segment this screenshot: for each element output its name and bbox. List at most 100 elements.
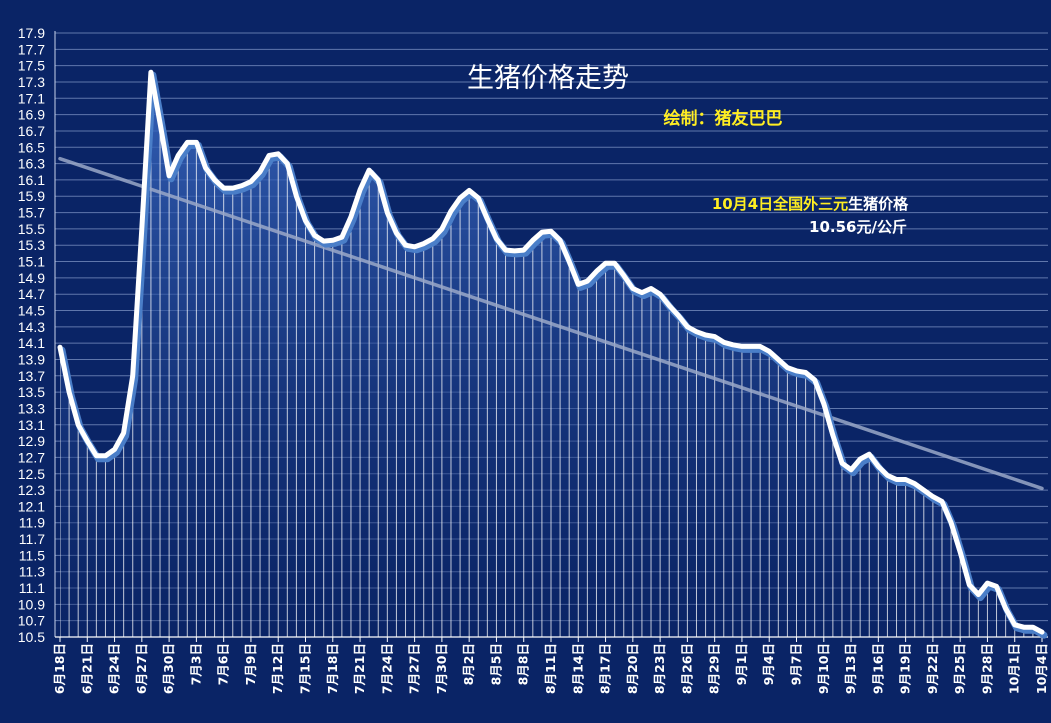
- data-point: [995, 585, 998, 588]
- x-tick-label: 9月7日: [789, 643, 804, 685]
- data-point: [850, 468, 853, 471]
- data-point: [750, 345, 753, 348]
- data-point: [695, 330, 698, 333]
- data-point: [259, 170, 262, 173]
- y-tick-label: 11.3: [19, 564, 45, 580]
- y-tick-label: 12.9: [18, 433, 45, 449]
- data-point: [595, 270, 598, 273]
- data-point: [277, 152, 280, 155]
- data-point: [140, 227, 143, 230]
- y-tick-label: 13.9: [18, 351, 45, 367]
- data-point: [568, 260, 571, 263]
- data-point: [877, 465, 880, 468]
- x-tick-label: 9月13日: [843, 643, 858, 694]
- data-point: [331, 239, 334, 242]
- data-point: [731, 343, 734, 346]
- data-point: [177, 154, 180, 157]
- data-point: [1013, 623, 1016, 626]
- x-tick-label: 6月21日: [79, 643, 94, 694]
- data-point: [395, 231, 398, 234]
- data-point: [640, 291, 643, 294]
- data-point: [159, 121, 162, 124]
- data-point: [550, 230, 553, 233]
- data-point: [204, 166, 207, 169]
- x-tick-label: 9月28日: [979, 643, 994, 694]
- x-tick-label: 7月3日: [188, 643, 203, 685]
- data-point: [86, 440, 89, 443]
- x-axis-labels: 6月18日 6月21日 6月24日 6月27日 6月30日 7月3日 7月6日 7月9日 7月1…: [52, 643, 1049, 694]
- data-point: [686, 325, 689, 328]
- data-point: [1004, 607, 1007, 610]
- x-tick-label: 8月2日: [461, 643, 476, 685]
- data-point: [704, 334, 707, 337]
- x-tick-label: 7月15日: [298, 643, 313, 694]
- x-axis: [55, 636, 1048, 642]
- data-point: [1041, 631, 1044, 634]
- y-tick-label: 10.9: [18, 596, 45, 612]
- x-tick-label: 10月1日: [1007, 643, 1022, 694]
- x-tick-label: 6月30日: [161, 643, 176, 694]
- y-tick-label: 17.9: [18, 25, 45, 41]
- x-tick-label: 9月10日: [816, 643, 831, 694]
- y-tick-label: 10.7: [18, 613, 45, 629]
- data-point: [195, 141, 198, 144]
- data-point: [431, 237, 434, 240]
- x-tick-label: 7月21日: [352, 643, 367, 694]
- y-tick-label: 12.5: [18, 466, 45, 482]
- data-point: [231, 187, 234, 190]
- x-tick-label: 8月5日: [488, 643, 503, 685]
- x-tick-label: 7月12日: [270, 643, 285, 694]
- data-point: [586, 280, 589, 283]
- x-tick-label: 8月14日: [570, 643, 585, 694]
- y-tick-label: 17.7: [18, 41, 45, 57]
- data-point: [886, 474, 889, 477]
- data-point: [513, 249, 516, 252]
- data-point: [449, 209, 452, 212]
- data-point: [477, 196, 480, 199]
- x-tick-label: 9月22日: [925, 643, 940, 694]
- data-point: [268, 154, 271, 157]
- data-point: [922, 489, 925, 492]
- data-point: [768, 350, 771, 353]
- annotation-line-1: 10月4日全国外三元生猪价格: [712, 195, 909, 213]
- data-point: [540, 231, 543, 234]
- data-point: [822, 402, 825, 405]
- x-tick-label: 8月11日: [543, 643, 558, 694]
- y-tick-label: 11.5: [19, 547, 45, 563]
- x-tick-label: 8月17日: [598, 643, 613, 694]
- y-tick-label: 14.7: [18, 286, 45, 302]
- data-point: [622, 274, 625, 277]
- data-point: [577, 283, 580, 286]
- x-tick-label: 6月27日: [134, 643, 149, 694]
- annotation-line-2: 10.56元/公斤: [809, 218, 907, 236]
- data-point: [359, 188, 362, 191]
- data-point: [804, 371, 807, 374]
- data-point: [904, 478, 907, 481]
- data-point: [240, 184, 243, 187]
- data-point: [349, 215, 352, 218]
- data-point: [304, 219, 307, 222]
- annotation-yellow-text: 10月4日全国外三元: [712, 195, 848, 213]
- data-point: [840, 462, 843, 465]
- data-point: [650, 287, 653, 290]
- x-tick-label: 7月6日: [216, 643, 231, 685]
- data-point: [713, 335, 716, 338]
- data-point: [950, 521, 953, 524]
- data-point: [186, 141, 189, 144]
- x-tick-label: 9月16日: [870, 643, 885, 694]
- y-tick-label: 12.3: [18, 482, 45, 498]
- data-point: [313, 234, 316, 237]
- data-point: [486, 218, 489, 221]
- y-tick-label: 13.7: [18, 368, 45, 384]
- y-tick-label: 15.5: [18, 221, 45, 237]
- y-tick-label: 14.3: [18, 319, 45, 335]
- data-point: [95, 454, 98, 457]
- data-point: [895, 478, 898, 481]
- y-tick-label: 13.3: [18, 400, 45, 416]
- x-tick-label: 10月4日: [1034, 643, 1049, 694]
- trendline: [58, 156, 1044, 491]
- data-point: [559, 239, 562, 242]
- y-tick-label: 16.7: [18, 123, 45, 139]
